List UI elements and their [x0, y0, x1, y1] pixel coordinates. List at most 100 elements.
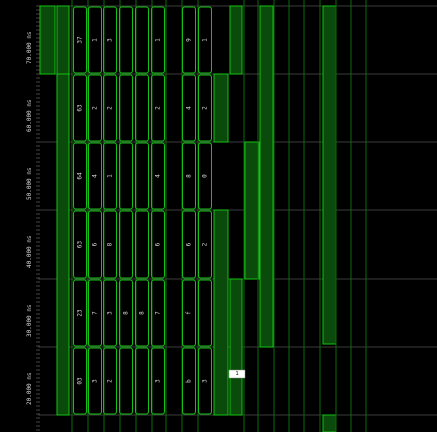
bus-value: 2 — [107, 106, 114, 110]
bus-value: 63 — [77, 241, 84, 249]
bus-segment — [182, 142, 196, 210]
signal-high-band — [259, 5, 274, 348]
bus-segment — [88, 347, 102, 415]
bus-segment — [103, 347, 117, 415]
bus-segment — [88, 142, 102, 210]
bus-segment — [198, 210, 212, 279]
bus-value: 2 — [202, 106, 209, 110]
bus-value: 63 — [77, 104, 84, 112]
bus-segment — [151, 6, 165, 74]
bus-segment — [135, 210, 149, 279]
bus-segment — [182, 74, 196, 142]
bus-segment — [198, 6, 212, 74]
bus-value: 7 — [92, 311, 99, 315]
time-label: 60.000 ns — [26, 99, 33, 132]
cursor-box — [228, 369, 246, 379]
bus-value: 8 — [123, 311, 130, 315]
bus-segment — [119, 347, 133, 415]
bus-segment — [135, 347, 149, 415]
bus-segment — [119, 210, 133, 279]
time-label: 50.000 ns — [26, 167, 33, 200]
time-label: 20.000 ns — [26, 372, 33, 405]
signal-high-band — [322, 414, 337, 432]
bus-value: 37 — [77, 36, 84, 44]
bus-value: 1 — [107, 174, 114, 178]
bus-segment — [198, 279, 212, 347]
signal-high-band — [56, 5, 70, 75]
bus-value: 9 — [186, 38, 193, 42]
cursor-text: 1 — [235, 371, 238, 377]
bus-segment — [119, 279, 133, 347]
signal-high-band — [244, 141, 260, 280]
bus-segment — [151, 279, 165, 347]
bus-value: 1 — [92, 38, 99, 42]
cursor-marker[interactable]: 1 — [228, 369, 246, 379]
bus-value: 3 — [155, 379, 162, 383]
signal-high-band — [213, 73, 229, 143]
bus-segment — [151, 74, 165, 142]
bus-segment — [103, 142, 117, 210]
bus-value: 23 — [77, 309, 84, 317]
bus-segment — [182, 6, 196, 74]
time-label: 40.000 ns — [26, 235, 33, 268]
bus-value: 3 — [107, 311, 114, 315]
signal-high-band — [213, 209, 229, 416]
bus-segment — [151, 210, 165, 279]
signal-high-band — [229, 5, 243, 75]
bus-value: 03 — [77, 377, 84, 385]
time-labels: 70.000 ns 60.000 ns 50.000 ns 40.000 ns 30.0… — [26, 31, 33, 405]
bus-segment — [198, 347, 212, 415]
bus-segment — [88, 6, 102, 74]
bus-segment — [135, 6, 149, 74]
bus-segment — [119, 74, 133, 142]
bus-segment — [73, 142, 87, 210]
bus-value: 2 — [155, 106, 162, 110]
bus-value: 2 — [107, 379, 114, 383]
bus-value: 2 — [202, 242, 209, 246]
bus-segment — [119, 142, 133, 210]
time-label: 70.000 ns — [26, 31, 33, 64]
bus-value: 2 — [92, 106, 99, 110]
bus-segment — [73, 210, 87, 279]
signal-high-band — [322, 5, 337, 345]
bus-value: 4 — [155, 174, 162, 178]
bus-segment — [73, 6, 87, 74]
bus-value: f — [186, 311, 193, 315]
bus-segment — [73, 279, 87, 347]
signal-high-band — [229, 278, 243, 416]
bus-segment — [73, 74, 87, 142]
bus-segment — [88, 74, 102, 142]
bus-segment — [73, 347, 87, 415]
bus-value: 3 — [202, 379, 209, 383]
bus-segment — [182, 279, 196, 347]
bus-value: 3 — [107, 38, 114, 42]
bus-value: 7 — [155, 311, 162, 315]
bus-segment — [198, 74, 212, 142]
bus-value: 3 — [92, 379, 99, 383]
bus-value: b — [186, 379, 193, 383]
bus-value: 1 — [155, 38, 162, 42]
bus-segment — [182, 210, 196, 279]
bus-value: 6 — [186, 242, 193, 246]
bus-segment — [135, 142, 149, 210]
bus-value: 6 — [155, 242, 162, 246]
bus-segment — [103, 74, 117, 142]
bus-segment — [135, 74, 149, 142]
bus-value: 64 — [77, 172, 84, 180]
bus-value: 8 — [186, 174, 193, 178]
bus-value: 8 — [139, 311, 146, 315]
bus-segment — [88, 279, 102, 347]
signal-high-band — [39, 5, 56, 75]
bus-value: 4 — [92, 174, 99, 178]
bus-segment — [103, 210, 117, 279]
bus-segment — [119, 6, 133, 74]
bus-segment — [103, 279, 117, 347]
bus-value: 8 — [107, 242, 114, 246]
bus-segment — [103, 6, 117, 74]
bus-segment — [88, 210, 102, 279]
bus-value: 6 — [92, 242, 99, 246]
signal-high-band — [56, 73, 70, 416]
bus-segment — [198, 142, 212, 210]
